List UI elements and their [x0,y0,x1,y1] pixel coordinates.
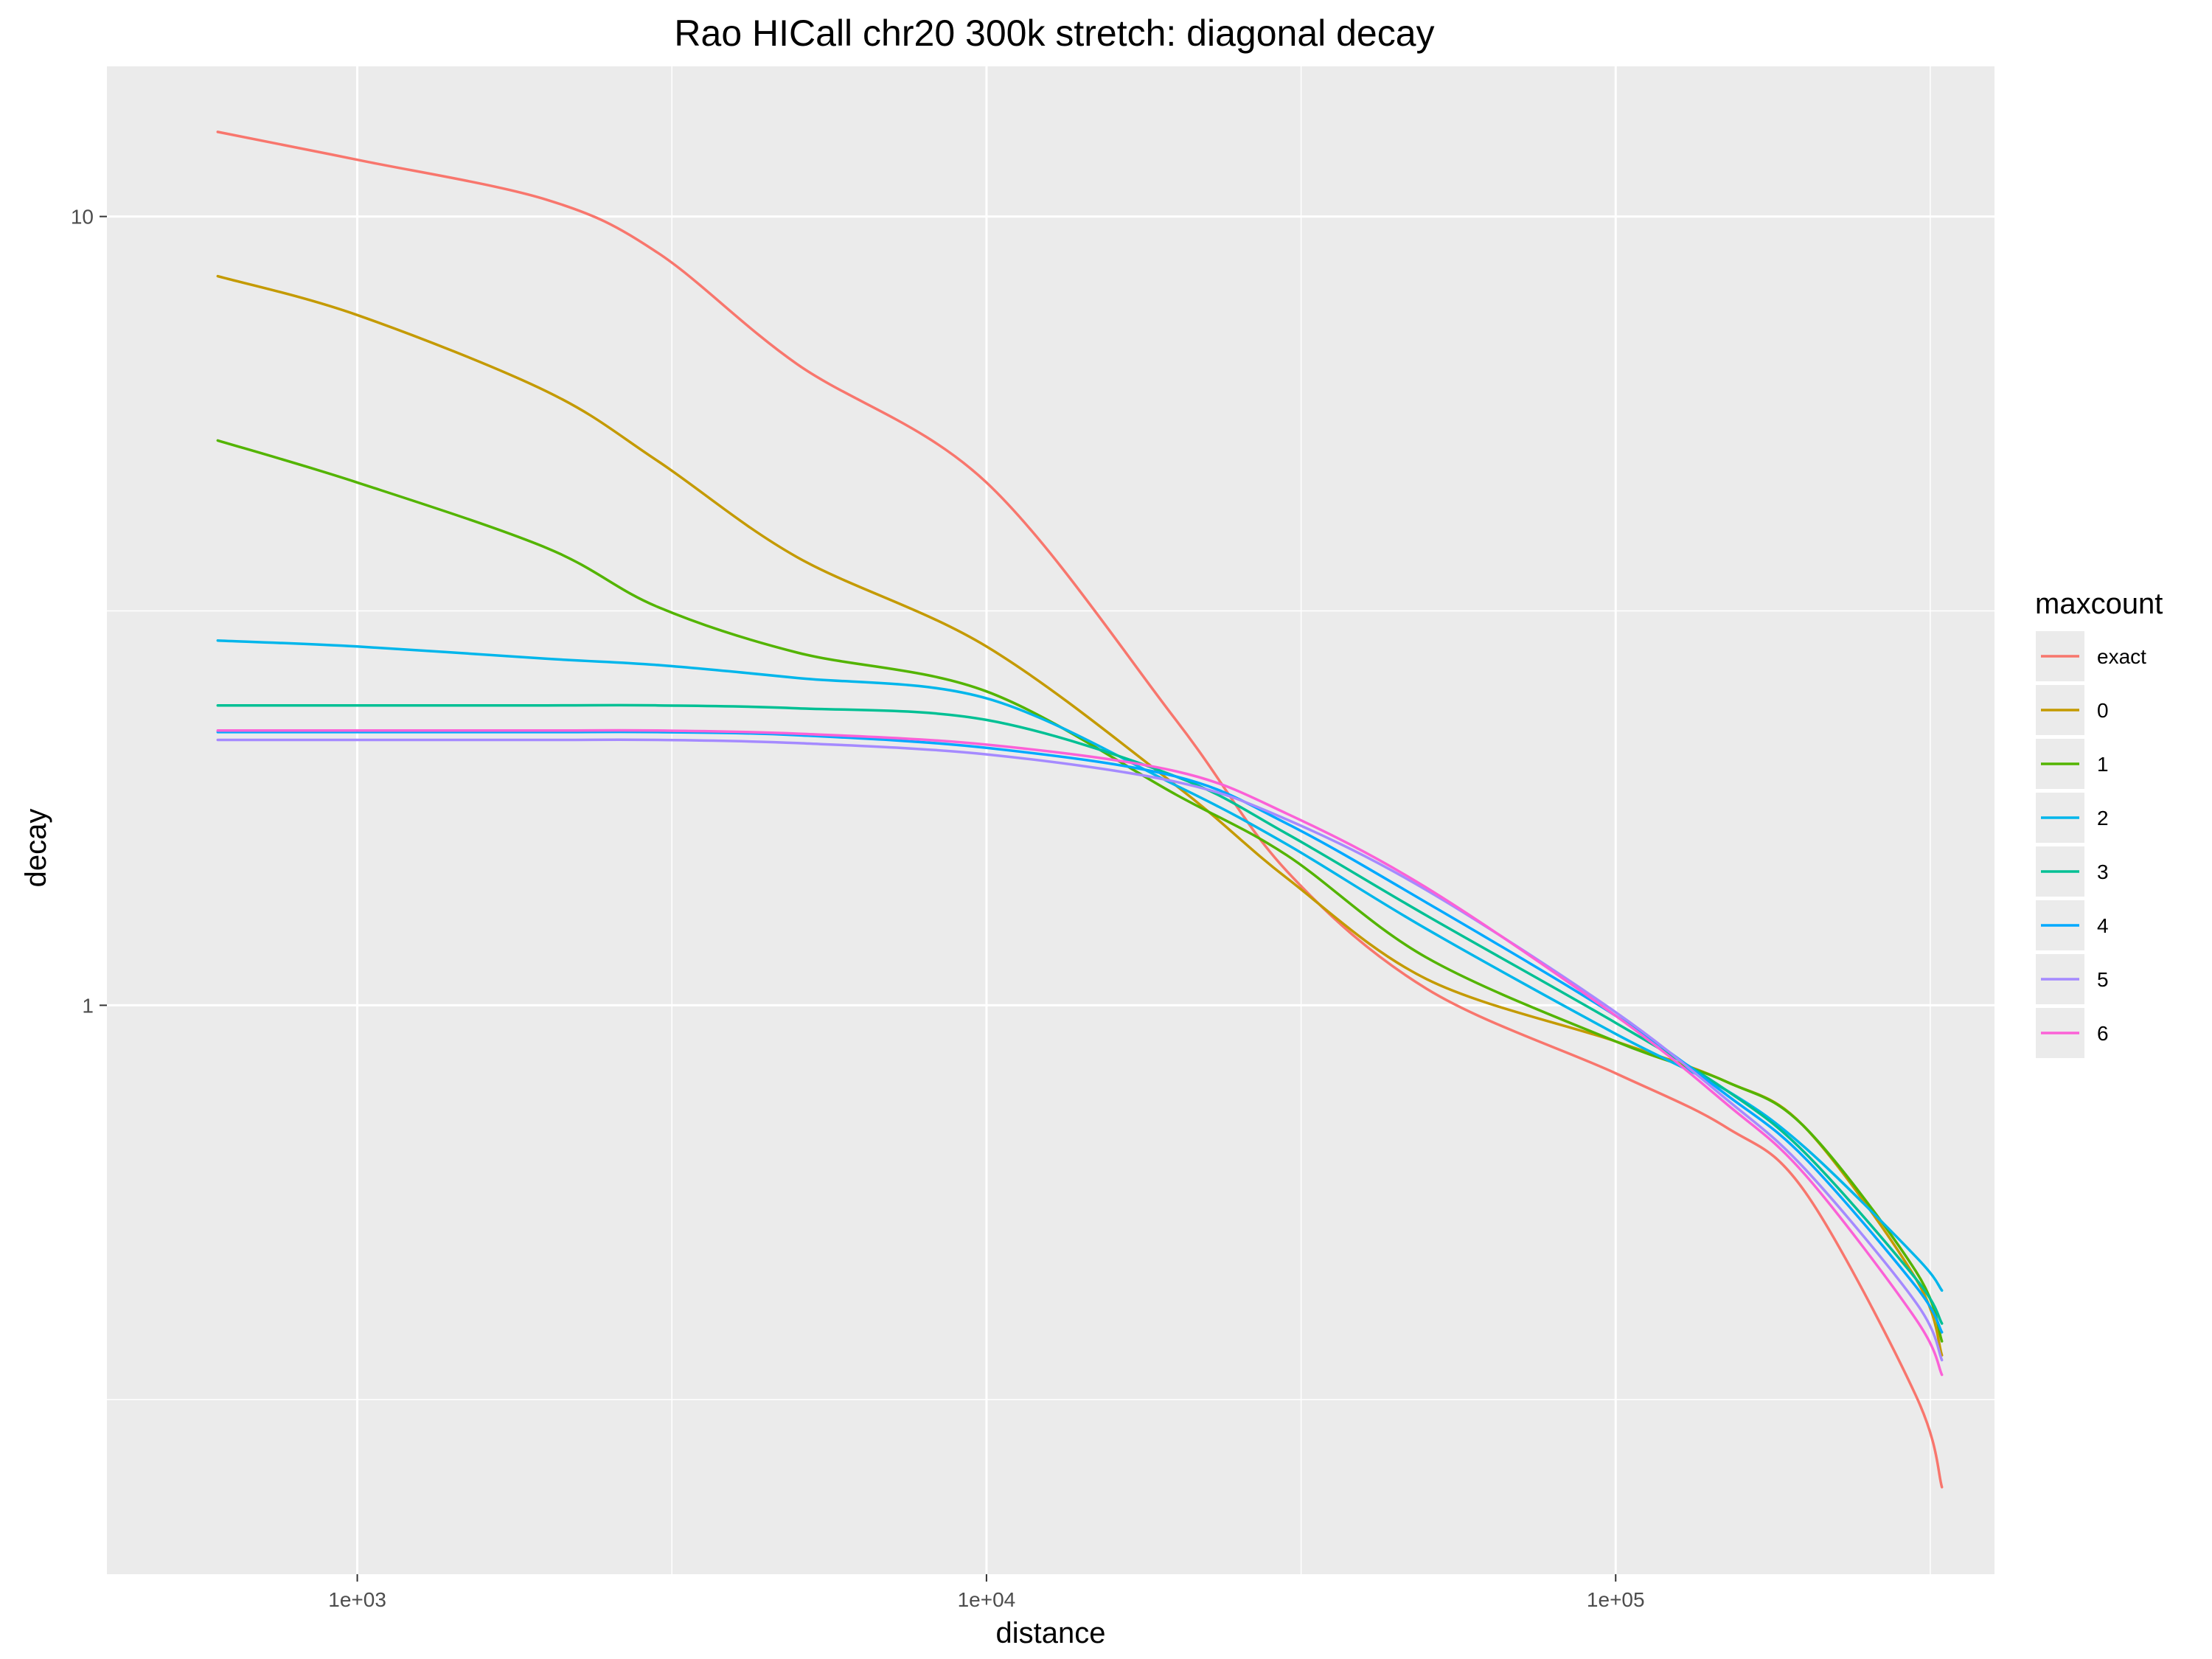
legend-label: 3 [2097,860,2109,883]
legend: maxcount exact 0 1 2 3 4 5 6 [2034,588,2163,1060]
x-tick-label: 1e+03 [328,1588,386,1611]
y-axis-title: decay [20,809,52,888]
legend-label: 4 [2097,914,2109,937]
y-tick-label: 10 [71,206,94,229]
plot-panel [107,66,1994,1574]
legend-label: 6 [2097,1022,2109,1045]
legend-title: maxcount [2035,588,2163,620]
series-lines [216,131,1944,1489]
legend-items: exact 0 1 2 3 4 5 6 [2034,630,2146,1060]
series-line-4 [216,730,1944,1334]
x-tick-label: 1e+05 [1587,1588,1645,1611]
y-axis: 1 10 [71,206,107,1017]
legend-label: exact [2097,645,2146,668]
legend-label: 0 [2097,699,2109,722]
series-line-1 [216,439,1944,1343]
grid-major [107,66,1994,1574]
series-line-exact [216,131,1944,1489]
x-tick-label: 1e+04 [958,1588,1016,1611]
x-axis: 1e+03 1e+04 1e+05 [328,1574,1645,1611]
series-line-6 [216,728,1944,1377]
x-axis-title: distance [996,1617,1106,1649]
legend-label: 5 [2097,968,2109,991]
series-line-5 [216,738,1944,1362]
legend-label: 2 [2097,807,2109,830]
legend-label: 1 [2097,753,2109,776]
chart-title: Rao HICall chr20 300k stretch: diagonal … [674,13,1434,54]
series-line-2 [216,639,1944,1292]
y-tick-label: 1 [82,994,94,1017]
